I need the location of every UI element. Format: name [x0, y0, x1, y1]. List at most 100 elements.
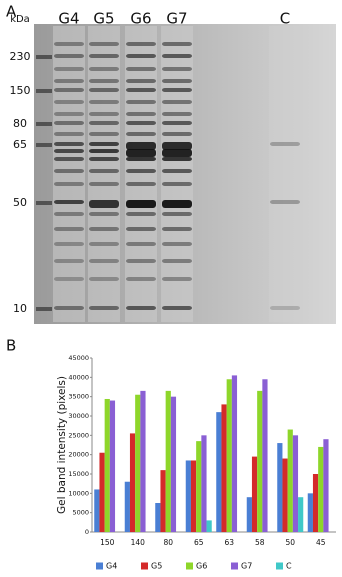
marker-label: 65	[13, 138, 27, 151]
gel-band	[126, 121, 156, 125]
gel-image	[34, 24, 336, 324]
lane-label: C	[280, 10, 290, 28]
gel-band	[162, 306, 192, 310]
x-tick-label: 45	[316, 538, 326, 547]
gel-band	[162, 200, 192, 208]
bar	[104, 398, 110, 532]
panel-label: A	[6, 3, 17, 21]
gel-band	[126, 227, 156, 231]
gel-band	[126, 242, 156, 246]
gel-band	[162, 112, 192, 116]
gel-band	[162, 169, 192, 173]
gel-band	[89, 169, 119, 173]
gel-band	[89, 121, 119, 125]
legend-label: G7	[241, 562, 252, 571]
gel-band	[89, 212, 119, 216]
gel-band	[270, 200, 300, 204]
gel-band	[89, 277, 119, 281]
gel-band	[126, 212, 156, 216]
y-tick-label: 30000	[68, 412, 89, 420]
gel-lane	[161, 26, 193, 322]
gel-lane	[53, 26, 85, 322]
gel-band	[126, 157, 156, 161]
gel-band	[162, 42, 192, 46]
bar	[124, 481, 130, 532]
gel-band	[54, 259, 84, 263]
bar	[282, 458, 288, 532]
bar	[262, 379, 268, 532]
gel-band	[89, 88, 119, 92]
bar	[196, 441, 202, 532]
ladder-band	[36, 122, 52, 126]
bar	[323, 439, 329, 532]
gel-band	[126, 182, 156, 186]
y-tick-label: 25000	[68, 431, 89, 439]
gel-band	[126, 54, 156, 58]
gel-band	[54, 142, 84, 146]
ladder-band	[36, 307, 52, 311]
marker-label: 50	[13, 196, 27, 209]
y-axis-title: Gel band intensity (pixels)	[56, 376, 68, 514]
x-tick-label: 140	[131, 538, 146, 547]
gel-band	[162, 157, 192, 161]
y-tick-label: 35000	[68, 393, 89, 401]
bar	[292, 435, 299, 532]
gel-band	[89, 306, 119, 310]
gel-band	[89, 227, 119, 231]
ladder-band	[36, 89, 52, 93]
bar	[129, 433, 136, 532]
gel-band	[126, 88, 156, 92]
bar	[298, 497, 304, 532]
bar	[190, 460, 197, 532]
gel-band	[54, 169, 84, 173]
marker-label: 10	[13, 302, 27, 315]
gel-band	[162, 182, 192, 186]
x-tick-label: 65	[194, 538, 204, 547]
gel-band	[54, 121, 84, 125]
bar	[155, 503, 161, 532]
gel-band	[162, 132, 192, 136]
x-tick-label: 50	[285, 538, 295, 547]
gel-band	[89, 112, 119, 116]
ladder-band	[36, 143, 52, 147]
bar	[221, 404, 227, 532]
gel-band	[162, 277, 192, 281]
gel-band	[54, 277, 84, 281]
gel-band	[89, 157, 119, 161]
gel-band	[162, 88, 192, 92]
gel-band	[54, 112, 84, 116]
gel-band	[126, 100, 156, 104]
y-tick-label: 10000	[68, 489, 89, 497]
bar	[251, 456, 258, 532]
gel-band	[270, 142, 300, 146]
x-tick-label: 58	[255, 538, 265, 547]
legend-label: G6	[196, 562, 207, 571]
y-tick-label: 15000	[68, 470, 89, 478]
legend-swatch	[186, 562, 193, 570]
gel-band	[162, 142, 192, 150]
bar	[226, 379, 232, 532]
gel-band	[54, 42, 84, 46]
legend-swatch	[231, 562, 238, 570]
gel-band	[162, 79, 192, 83]
legend-swatch	[141, 562, 148, 570]
gel-band	[54, 100, 84, 104]
bar	[216, 412, 222, 532]
bar	[170, 396, 177, 532]
gel-band	[54, 227, 84, 231]
gel-band	[162, 54, 192, 58]
y-tick-label: 40000	[68, 373, 89, 381]
marker-label: 80	[13, 117, 27, 130]
bar	[165, 390, 171, 532]
gel-band	[126, 149, 156, 157]
gel-band	[126, 142, 156, 150]
gel-band	[126, 112, 156, 116]
gel-band	[270, 306, 300, 310]
legend-swatch	[96, 562, 103, 570]
y-tick-label: 20000	[68, 451, 89, 459]
panel-label: B	[6, 337, 16, 355]
gel-band	[126, 169, 156, 173]
x-tick-label: 80	[163, 538, 173, 547]
gel-band	[54, 157, 84, 161]
